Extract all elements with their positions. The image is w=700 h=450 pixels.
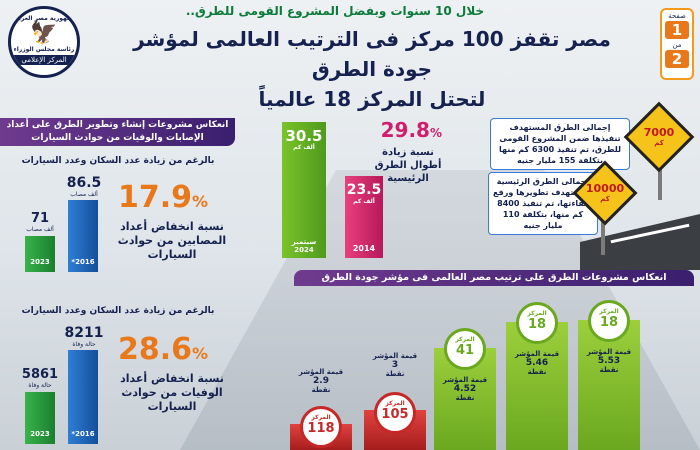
- rank-badge-5: المركز 118: [300, 406, 342, 448]
- rank-score-4: قيمة المؤشر 3 نقطة: [372, 352, 418, 378]
- sign-pole: [601, 210, 605, 255]
- injuries-2023-value: 71: [30, 211, 50, 226]
- headline-line-2: لتحتل المركز 18 عالمياً: [258, 87, 486, 111]
- ranking-header: انعكاس مشروعات الطرق على ترتيب مصر العال…: [294, 270, 694, 286]
- bar-2014: [345, 176, 383, 258]
- page-total: 2: [665, 50, 689, 68]
- eagle-icon: 🦅: [30, 21, 58, 46]
- logo-mid-text: رئاسة مجلس الوزراء: [13, 46, 75, 53]
- bar-2024-value: 30.5: [285, 127, 323, 145]
- injuries-2023-unit: ألف مصاب: [26, 226, 54, 233]
- rank-badge-3: المركز 41: [444, 328, 486, 370]
- left-panel-header: انعكاس مشروعات إنشاء وتطوير الطرق على أع…: [0, 118, 235, 146]
- injuries-bar-2023: [25, 236, 55, 272]
- deaths-2016-year: 2016*: [71, 430, 95, 438]
- info-box-national-roads: إجمالى الطرق المستهدف تنفيذها ضمن المشرو…: [490, 118, 630, 170]
- cabinet-logo: جمهورية مصر العربية 🦅 رئاسة مجلس الوزراء…: [8, 6, 80, 78]
- bar-2014-value: 23.5: [346, 182, 382, 198]
- injuries-2023-year: 2023: [30, 258, 50, 266]
- bar-2014-unit: ألف كم: [353, 198, 375, 205]
- growth-desc: نسبة زيادة أطوال الطرق الرئيسية: [374, 147, 442, 184]
- deaths-2023-value: 5861: [21, 367, 59, 382]
- deaths-2016-unit: حالة وفاة: [72, 341, 96, 348]
- growth-percent: 29.8%: [380, 118, 442, 142]
- bar-2024: [282, 122, 326, 258]
- page-indicator: صفحة 1 من 2: [660, 8, 694, 80]
- injuries-2016-year: 2016*: [71, 258, 95, 266]
- subtitle: خلال 10 سنوات وبفضل المشروع القومى للطرق…: [185, 4, 485, 18]
- deaths-bar-2016: [68, 350, 98, 444]
- of-label: من: [672, 41, 682, 49]
- rank-score-2: قيمة المؤشر 5.46 نقطة: [514, 350, 560, 376]
- injuries-percent: 17.9%: [118, 180, 209, 215]
- injuries-bar-2016: [68, 200, 98, 272]
- headline: مصر تقفز 100 مركز فى الترتيب العالمى لمؤ…: [122, 24, 622, 114]
- deaths-2023-unit: حالة وفاة: [28, 382, 52, 389]
- page-label: صفحة: [668, 12, 686, 20]
- bar-2014-label: 2014: [352, 244, 376, 253]
- injuries-2016-unit: ألف مصاب: [70, 191, 98, 198]
- deaths-desc: نسبة انخفاض أعداد الوفيات من حوادث السيا…: [120, 372, 224, 413]
- page-number: 1: [665, 21, 689, 39]
- sign-value-7000: 7000 كم: [643, 126, 675, 147]
- logo-bottom-text: المركز الإعلامي: [11, 55, 77, 65]
- headline-line-1: مصر تقفز 100 مركز فى الترتيب العالمى لمؤ…: [133, 27, 611, 81]
- sign-pole: [658, 150, 662, 200]
- rank-badge-1: المركز 18: [588, 300, 630, 342]
- rank-score-3: قيمة المؤشر 4.52 نقطة: [442, 376, 488, 402]
- injuries-desc: نسبة انخفاض أعداد المصابين من حوادث السي…: [117, 220, 227, 261]
- bar-2024-label: سبتمبر 2024: [291, 238, 317, 254]
- rank-badge-2: المركز 18: [516, 302, 558, 344]
- deaths-percent: 28.6%: [118, 332, 209, 367]
- bar-2024-unit: ألف كم: [293, 144, 315, 151]
- rank-score-5: قيمة المؤشر 2.9 نقطة: [298, 368, 344, 394]
- injuries-2016-value: 86.5: [66, 175, 102, 191]
- deaths-bar-2023: [25, 392, 55, 444]
- deaths-2016-value: 8211: [64, 325, 104, 341]
- injuries-section-title: بالرغم من زيادة عدد السكان وعدد السيارات: [21, 156, 215, 166]
- logo-top-text: جمهورية مصر العربية: [12, 15, 76, 22]
- deaths-section-title: بالرغم من زيادة عدد السكان وعدد السيارات: [21, 306, 215, 316]
- rank-score-1: قيمة المؤشر 5.53 نقطة: [586, 348, 632, 374]
- rank-badge-4: المركز 105: [374, 392, 416, 434]
- deaths-2023-year: 2023: [30, 430, 50, 438]
- sign-value-10000: 10000 كم: [585, 182, 625, 203]
